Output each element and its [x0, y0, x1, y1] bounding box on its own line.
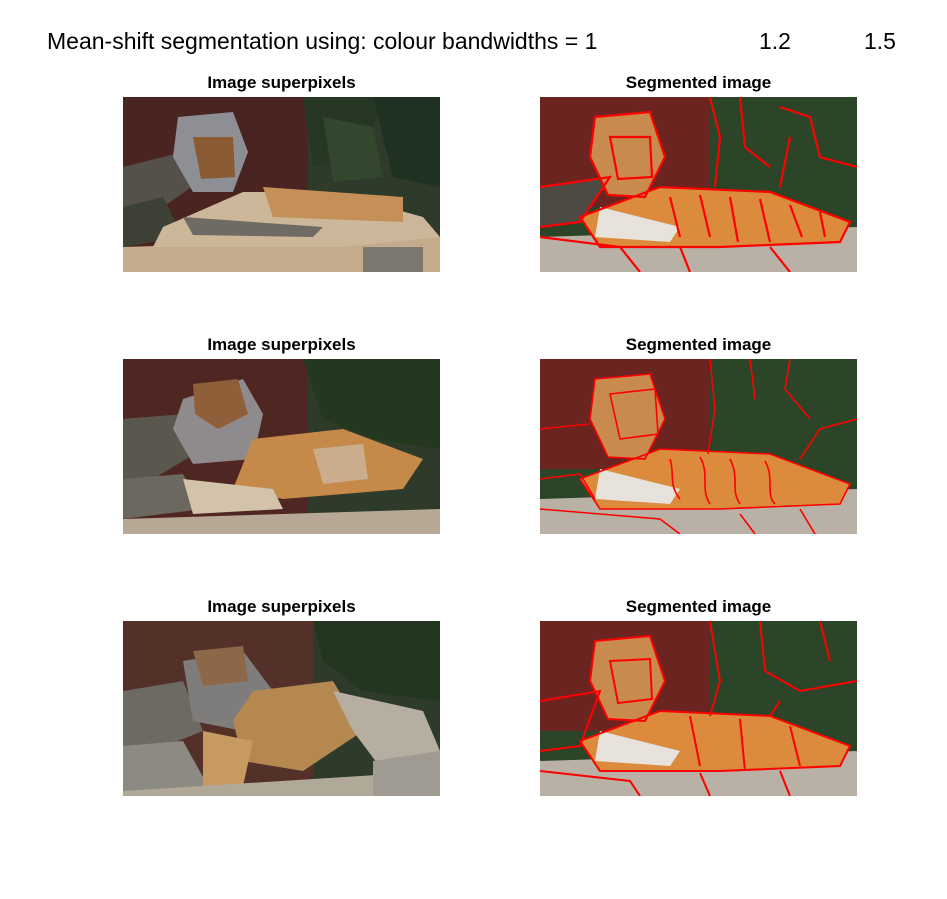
- title-prefix: Mean-shift segmentation using: colour ba…: [47, 28, 598, 54]
- segmented-panel-2: Segmented image: [540, 335, 857, 534]
- superpixels-panel-3: Image superpixels: [123, 597, 440, 796]
- superpixels-title-1: Image superpixels: [207, 73, 356, 92]
- segmented-panel-1: Segmented image: [540, 73, 857, 272]
- bandwidth-value-3: 1.5: [864, 28, 896, 54]
- segmented-image-3: [540, 621, 857, 796]
- figure-title: Mean-shift segmentation using: colour ba…: [0, 28, 947, 58]
- superpixels-title-3: Image superpixels: [207, 597, 356, 616]
- superpixels-image-2: [123, 359, 440, 534]
- segmented-image-1: [540, 97, 857, 272]
- superpixels-panel-1: Image superpixels: [123, 73, 440, 272]
- superpixels-title-2: Image superpixels: [207, 335, 356, 354]
- segmented-image-2: [540, 359, 857, 534]
- superpixels-panel-2: Image superpixels: [123, 335, 440, 534]
- segmented-panel-3: Segmented image: [540, 597, 857, 796]
- superpixels-image-1: [123, 97, 440, 272]
- segmented-title-3: Segmented image: [625, 597, 772, 616]
- superpixels-image-3: [123, 621, 440, 796]
- segmented-title-2: Segmented image: [625, 335, 772, 354]
- segmented-title-1: Segmented image: [625, 73, 772, 92]
- bandwidth-value-2: 1.2: [759, 28, 791, 54]
